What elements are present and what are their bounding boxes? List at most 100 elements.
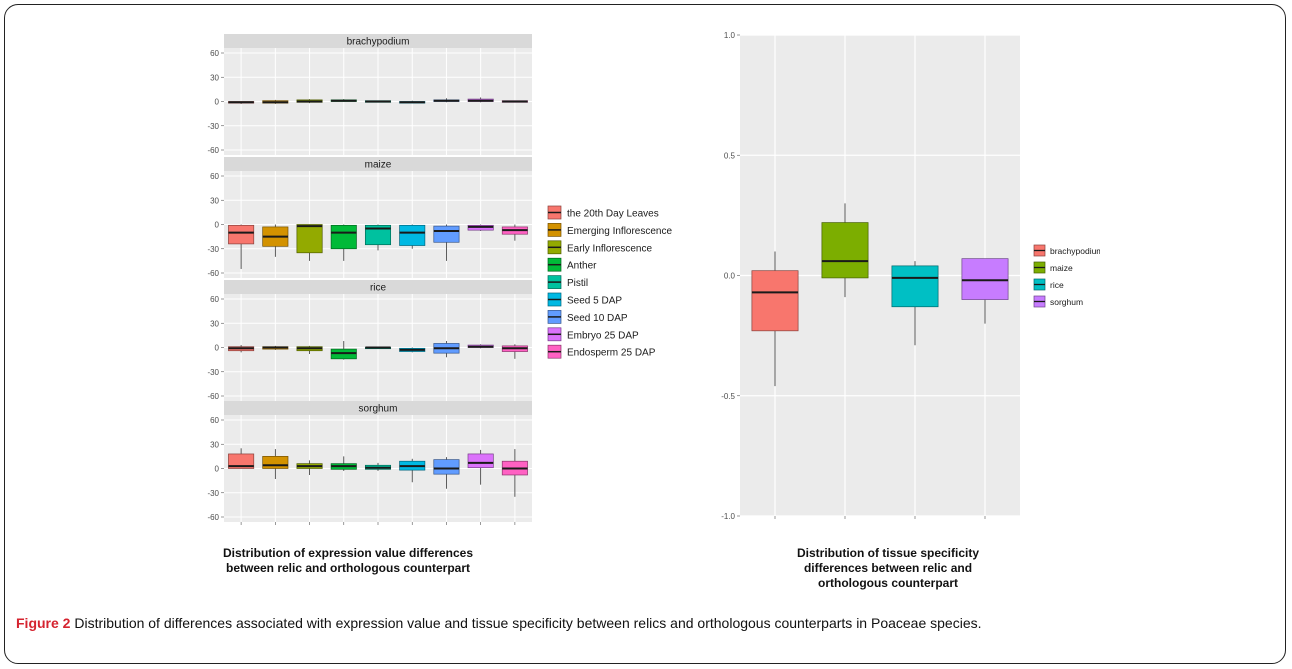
right-box-rice-iqr	[891, 265, 939, 308]
box-brachypodium-the-20th-day-leaves	[228, 101, 255, 104]
box-brachypodium-embryo-25-dap	[467, 97, 494, 103]
box-sorghum-early-inflorescence	[296, 460, 323, 475]
y-tick-label-brachypodium: -60	[207, 146, 219, 155]
legend-label-seed-10-dap: Seed 10 DAP	[567, 313, 628, 324]
box-rice-the-20th-day-leaves	[228, 345, 255, 353]
right-box-maize-iqr	[821, 222, 869, 279]
legend-label-anther: Anther	[567, 261, 597, 272]
box-brachypodium-emerging-inflorescence	[262, 99, 289, 104]
y-tick-label-sorghum: 30	[210, 440, 219, 449]
box-maize-anther	[330, 224, 357, 261]
left-subcaption: Distribution of expression value differe…	[168, 546, 528, 576]
figure-frame	[4, 4, 1286, 664]
facet-label-rice: rice	[370, 283, 387, 294]
right-legend-item-sorghum: sorghum	[1033, 295, 1083, 308]
y-tick-label-brachypodium: 30	[210, 73, 219, 82]
box-sorghum-emerging-inflorescence-iqr	[262, 456, 289, 469]
right-y-tick-label: 0.0	[724, 272, 736, 281]
right-legend-label-brachypodium: brachypodium	[1050, 246, 1100, 256]
legend-item-endosperm-25-dap: Endosperm 25 DAP	[547, 344, 656, 359]
right-box-rice	[891, 261, 939, 346]
figure-number: Figure 2	[16, 615, 71, 631]
legend-item-embryo-25-dap: Embryo 25 DAP	[547, 327, 639, 341]
box-maize-anther-iqr	[330, 224, 357, 250]
facet-strip-maize	[224, 157, 532, 171]
box-rice-seed-10-dap	[433, 341, 460, 358]
facet-strip-brachypodium	[224, 34, 532, 48]
right-box-sorghum-iqr	[961, 258, 1009, 300]
box-sorghum-the-20th-day-leaves	[228, 448, 255, 469]
legend-item-pistil: Pistil	[547, 275, 588, 289]
y-tick-label-sorghum: -30	[207, 489, 219, 498]
legend-item-the-20th-day-leaves: the 20th Day Leaves	[547, 205, 659, 220]
box-sorghum-the-20th-day-leaves-iqr	[228, 453, 255, 469]
box-brachypodium-early-inflorescence	[296, 99, 323, 104]
facet-strip-sorghum	[224, 401, 532, 415]
y-tick-label-sorghum: -60	[207, 513, 219, 522]
box-rice-endosperm-25-dap	[501, 344, 528, 359]
box-sorghum-embryo-25-dap-iqr	[467, 453, 494, 469]
legend-label-the-20th-day-leaves: the 20th Day Leaves	[567, 209, 659, 220]
box-maize-emerging-inflorescence	[262, 224, 289, 257]
y-tick-label-maize: -30	[207, 245, 219, 254]
box-maize-pistil-iqr	[364, 224, 392, 246]
box-maize-the-20th-day-leaves-iqr	[228, 224, 255, 245]
y-tick-label-rice: -30	[207, 368, 219, 377]
box-maize-seed-10-dap	[433, 224, 460, 261]
figure-caption: Figure 2 Distribution of differences ass…	[16, 614, 1276, 633]
box-brachypodium-anther	[330, 99, 357, 102]
legend-label-embryo-25-dap: Embryo 25 DAP	[567, 330, 639, 341]
right-box-brachypodium	[751, 251, 799, 387]
legend-item-early-inflorescence: Early Inflorescence	[547, 240, 652, 254]
y-tick-label-sorghum: 0	[215, 465, 220, 474]
right-legend-label-rice: rice	[1050, 280, 1064, 290]
box-brachypodium-seed-5-dap	[399, 100, 426, 104]
box-sorghum-emerging-inflorescence	[262, 449, 289, 480]
left-facet-boxplot: brachypodium 60 30 0 -30 -60 maize 60 30 0 -30 -60 r…	[207, 34, 672, 525]
y-tick-label-sorghum: 60	[210, 416, 219, 425]
box-sorghum-pistil	[364, 462, 392, 471]
right-y-tick-label: 1.0	[724, 31, 736, 40]
box-maize-early-inflorescence	[296, 224, 323, 261]
facet-label-brachypodium: brachypodium	[347, 37, 410, 48]
box-rice-seed-5-dap	[399, 347, 426, 353]
figure-caption-text: Distribution of differences associated w…	[70, 615, 982, 631]
right-box-maize	[821, 203, 869, 298]
box-sorghum-seed-10-dap-iqr	[433, 459, 460, 475]
y-tick-label-brachypodium: 0	[215, 98, 220, 107]
box-maize-seed-5-dap-iqr	[399, 224, 426, 246]
box-maize-seed-5-dap	[399, 224, 426, 249]
right-y-tick-label: 0.5	[724, 151, 736, 160]
box-rice-early-inflorescence	[296, 345, 323, 354]
right-y-tick-label: -1.0	[721, 512, 735, 521]
right-legend-label-maize: maize	[1050, 263, 1073, 273]
box-rice-pistil	[364, 346, 392, 350]
y-tick-label-rice: 30	[210, 319, 219, 328]
y-tick-label-rice: 60	[210, 295, 219, 304]
box-rice-emerging-inflorescence	[262, 345, 289, 350]
box-maize-the-20th-day-leaves	[228, 224, 255, 269]
y-tick-label-rice: 0	[215, 344, 220, 353]
box-maize-embryo-25-dap	[467, 224, 494, 231]
y-tick-label-maize: 60	[210, 172, 219, 181]
box-maize-pistil	[364, 224, 392, 251]
legend-label-endosperm-25-dap: Endosperm 25 DAP	[567, 348, 656, 359]
box-rice-anther	[330, 341, 357, 360]
right-legend-item-rice: rice	[1033, 278, 1064, 291]
right-subcaption-line2: differences between relic and	[803, 561, 973, 575]
right-legend-item-brachypodium: brachypodium	[1033, 244, 1100, 257]
y-tick-label-brachypodium: -30	[207, 122, 219, 131]
legend-label-emerging-inflorescence: Emerging Inflorescence	[567, 226, 672, 237]
box-brachypodium-seed-10-dap	[433, 98, 460, 103]
box-maize-endosperm-25-dap	[501, 224, 528, 241]
facet-label-maize: maize	[365, 160, 392, 171]
y-tick-label-maize: 0	[215, 221, 220, 230]
box-sorghum-anther	[330, 456, 357, 471]
left-subcaption-line1: Distribution of expression value differe…	[222, 546, 474, 560]
facet-strip-rice	[224, 280, 532, 294]
legend-label-pistil: Pistil	[567, 278, 588, 289]
legend-item-seed-5-dap: Seed 5 DAP	[547, 292, 622, 307]
right-boxplot: 1.0 0.5 0.0 -0.5 -1.0 brachypodium maize rice so…	[721, 31, 1100, 521]
right-subcaption-line1: Distribution of tissue specificity	[796, 546, 980, 560]
box-maize-seed-10-dap-iqr	[433, 225, 460, 243]
